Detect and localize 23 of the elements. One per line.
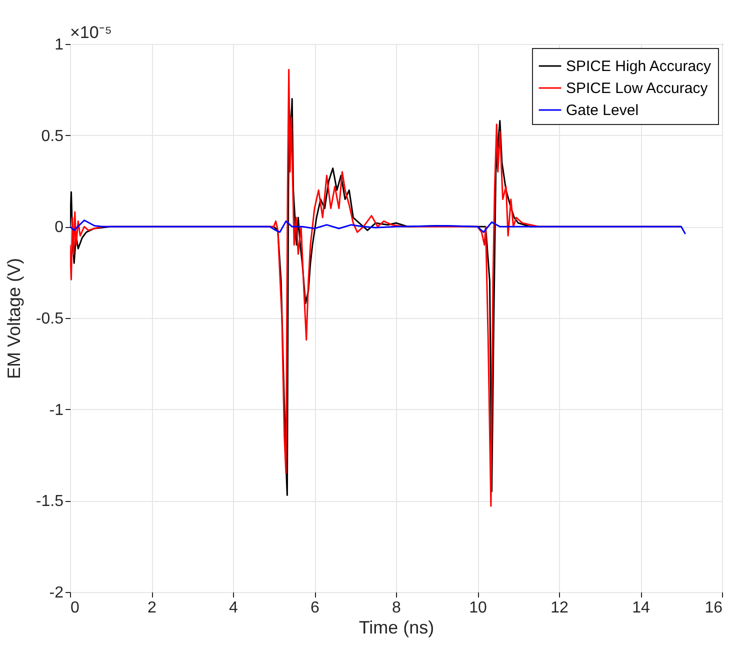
x-tick-label: 10 xyxy=(469,600,487,616)
y-tick-label: -0.5 xyxy=(36,310,64,328)
x-tick-label: 8 xyxy=(392,600,402,616)
y-tick-label: 0 xyxy=(54,219,64,236)
x-axis-title: Time (ns) xyxy=(358,618,434,638)
y-tick-label: 1 xyxy=(54,36,64,54)
y-tick-label: -2 xyxy=(49,584,64,602)
y-axis-title: EM Voltage (V) xyxy=(4,258,24,380)
y-tick-label: -1 xyxy=(49,402,64,419)
legend-label: SPICE Low Accuracy xyxy=(566,80,708,97)
x-tick-label: 0 xyxy=(70,600,80,616)
x-tick-label: 12 xyxy=(550,600,568,616)
text: ×10⁻⁵ xyxy=(70,23,112,42)
x-tick-label: 6 xyxy=(310,600,320,616)
line-series xyxy=(70,220,686,235)
y-tick-label: 0.5 xyxy=(41,128,64,145)
y-tick-label: -1.5 xyxy=(36,493,64,510)
x-tick-label: 16 xyxy=(704,600,723,616)
x-tick-label: 14 xyxy=(632,600,650,616)
x-tick-label: 4 xyxy=(229,600,238,616)
legend-label: SPICE High Accuracy xyxy=(566,58,712,75)
x-tick-label: 2 xyxy=(148,600,157,616)
legend-label: Gate Level xyxy=(566,102,639,119)
